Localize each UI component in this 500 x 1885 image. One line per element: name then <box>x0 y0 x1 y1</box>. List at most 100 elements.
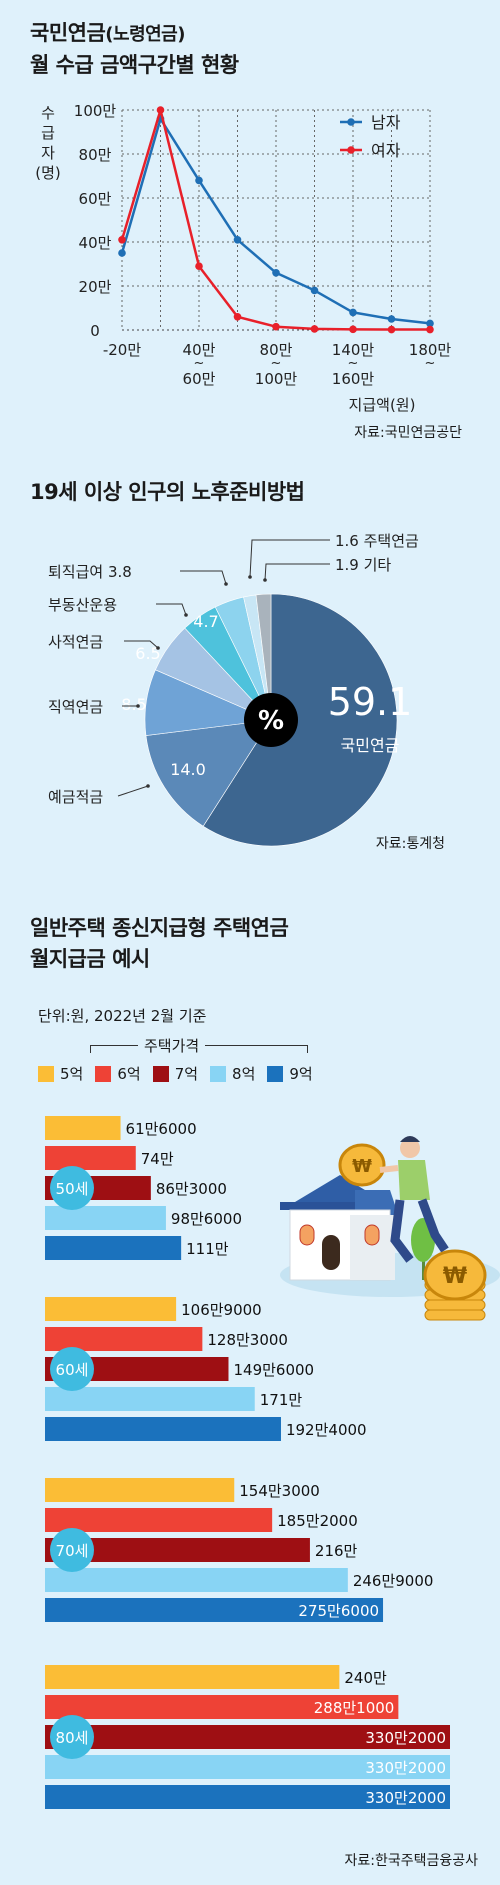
legend-swatch <box>95 1065 112 1082</box>
pie-leader-dot <box>136 704 140 708</box>
bar <box>45 1478 235 1502</box>
y-axis-label-char: 수 <box>41 104 55 122</box>
legend-swatch <box>152 1065 169 1082</box>
age-badge <box>50 1528 94 1572</box>
data-point <box>387 325 396 334</box>
data-point <box>349 325 357 334</box>
pie-leader-line <box>124 640 159 649</box>
bar-chart-source: 자료:한국주택금융공사 <box>344 1853 478 1869</box>
legend-item: 7억 <box>152 1063 199 1084</box>
bar-value-label: 74만 <box>141 1150 174 1168</box>
y-tick-label: 40만 <box>79 234 112 252</box>
bar-value-label: 216만 <box>315 1542 358 1560</box>
x-tick-label-line1: 40만 <box>183 341 216 359</box>
title-paren: (노령연금) <box>105 24 185 45</box>
pie-outside-label: 퇴직급여 3.8 <box>48 563 132 581</box>
legend-title: 주택가격 <box>138 1035 206 1056</box>
bar-value-label: 154만3000 <box>239 1482 320 1500</box>
x-tick-label-line1: -20만 <box>103 341 141 359</box>
bar-title-line2: 월지급금 예시 <box>30 947 150 971</box>
bar-value-label: 98만6000 <box>171 1210 242 1228</box>
bar <box>45 1598 384 1622</box>
bar-chart-title: 일반주택 종신지급형 주택연금 월지급금 예시 <box>30 913 289 975</box>
x-tick-label: 40만~60만 <box>183 341 216 388</box>
bar-value-label: 171만 <box>260 1391 303 1409</box>
x-tick-label-line1: 180만 <box>409 341 452 359</box>
pie-leader-line <box>249 539 330 578</box>
x-axis-label: 지급액(원) <box>349 396 416 414</box>
pie-leader-dot <box>248 575 252 579</box>
data-point <box>426 325 434 334</box>
legend-swatch <box>210 1065 227 1082</box>
data-point <box>310 325 319 333</box>
pie-outside-label: 예금적금 <box>48 788 103 806</box>
title-main: 국민연금 <box>30 21 106 45</box>
legend-swatch <box>267 1065 284 1082</box>
pie-leader-line <box>264 563 330 581</box>
age-label: 70세 <box>56 1542 89 1560</box>
bar-value-label: 246만9000 <box>353 1572 434 1590</box>
bar-value-label: 275만6000 <box>298 1602 379 1620</box>
pie-outside-label: 부동산운용 <box>48 596 117 614</box>
bar-value-label: 128만3000 <box>207 1331 288 1349</box>
x-tick-label-line1: 80만 <box>260 341 293 359</box>
x-tick-label-line2: 100만 <box>255 370 298 388</box>
data-point <box>426 319 434 328</box>
bar-value-label: 330만2000 <box>365 1759 446 1777</box>
bar-legend: 주택가격 5억 6억 7억 8억 9억 <box>38 1035 438 1086</box>
y-axis-label-char: 자 <box>41 144 55 162</box>
bar-chart: 61만6000 74만 86만3000 98만6000 111만 50세 106만9000 1… <box>45 1116 450 1809</box>
data-point <box>272 322 280 331</box>
data-point <box>233 313 242 321</box>
x-tick-label-line1: 140만 <box>332 341 375 359</box>
legend-label: 7억 <box>174 1065 199 1083</box>
svg-text:₩: ₩ <box>352 1156 372 1177</box>
x-tick-tilde: ~ <box>194 356 205 371</box>
x-tick-tilde: ~ <box>348 356 359 371</box>
y-tick-label: 0 <box>90 322 100 340</box>
legend-marker <box>347 118 355 126</box>
x-tick-label: -20만 <box>103 341 141 359</box>
bar <box>45 1785 450 1809</box>
legend-label: 남자 <box>371 113 401 132</box>
pie-leader-line <box>156 603 187 616</box>
bar-title-line1: 일반주택 종신지급형 주택연금 <box>30 916 289 940</box>
title-line2: 월 수급 금액구간별 현황 <box>30 53 239 77</box>
data-point <box>387 315 396 323</box>
data-point <box>118 249 126 257</box>
bar <box>45 1146 136 1170</box>
pie-slice <box>145 719 272 827</box>
age-badge <box>50 1347 94 1391</box>
pie-value-label: 59.1 <box>328 680 413 724</box>
pie-leader-line <box>180 570 227 585</box>
bar <box>45 1568 348 1592</box>
pie-outside-label: 사적연금 <box>48 633 103 651</box>
pie-leader-line <box>117 785 149 797</box>
bar <box>45 1297 177 1321</box>
pie-outside-label: 직역연금 <box>48 698 103 716</box>
bar <box>45 1206 166 1230</box>
legend-swatch <box>38 1065 54 1082</box>
bar <box>45 1327 203 1351</box>
legend-label: 6억 <box>117 1065 141 1083</box>
age-label: 80세 <box>56 1729 89 1747</box>
line-chart-source: 자료:국민연금공단 <box>354 425 462 441</box>
bar <box>45 1387 255 1411</box>
pie-leader-dot <box>156 646 160 650</box>
y-tick-label: 100만 <box>74 102 117 120</box>
pie-chart-title: 19세 이상 인구의 노후준비방법 <box>30 480 305 504</box>
age-badge <box>50 1166 94 1210</box>
bar <box>45 1508 273 1532</box>
x-tick-tilde: ~ <box>271 356 282 371</box>
bar <box>45 1116 121 1140</box>
line-chart-title: 국민연금(노령연금) 월 수급 금액구간별 현황 <box>30 18 239 81</box>
data-point <box>233 236 242 244</box>
bar-value-label: 86만3000 <box>156 1180 227 1198</box>
x-tick-label: 80만~100만 <box>255 341 298 388</box>
data-point <box>349 308 357 317</box>
pie-value-label: 6.5 <box>135 644 160 663</box>
y-axis-label-char: (명) <box>35 164 61 182</box>
pie-leader-dot <box>146 784 150 788</box>
pie-value-label: 14.0 <box>170 760 206 779</box>
